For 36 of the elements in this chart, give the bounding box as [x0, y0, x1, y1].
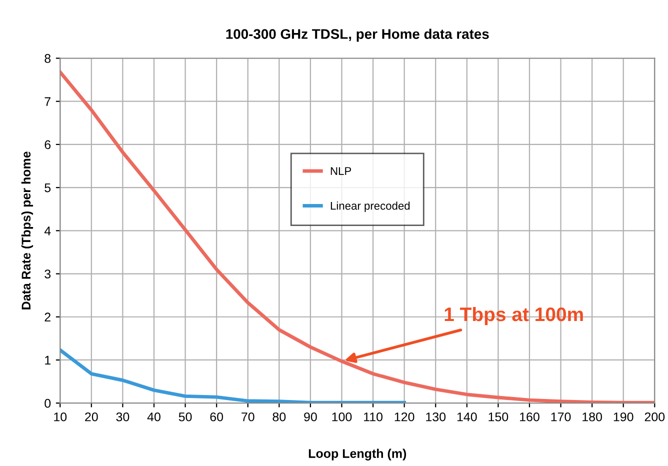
x-tick-label: 160	[520, 412, 540, 422]
x-tick-label: 200	[644, 412, 665, 422]
y-tick-label: 2	[44, 312, 50, 322]
x-tick-label: 30	[116, 412, 130, 422]
x-tick-label: 40	[147, 412, 160, 422]
x-axis-title: Loop Length (m)	[308, 448, 406, 460]
x-tick-label: 10	[54, 412, 67, 422]
y-tick-label: 5	[44, 183, 51, 192]
x-tick-label: 20	[85, 412, 98, 422]
legend-label: Linear precoded	[330, 202, 410, 212]
x-tick-label: 190	[614, 412, 634, 422]
y-tick-label: 4	[44, 226, 51, 236]
x-tick-label: 140	[457, 412, 477, 422]
x-tick-label: 90	[304, 412, 317, 422]
annotation: 1 Tbps at 100m	[444, 306, 583, 326]
x-tick-label: 70	[242, 412, 254, 422]
x-tick-label: 150	[488, 412, 508, 422]
x-tick-label: 80	[272, 412, 286, 422]
chart-title: 100-300 GHz TDSL, per Home data rates	[226, 28, 489, 42]
x-tick-label: 50	[178, 412, 192, 422]
x-tick-label: 110	[364, 412, 383, 422]
y-tick-label: 0	[44, 398, 51, 408]
x-tick-label: 180	[582, 412, 602, 422]
legend-label: NLP	[330, 167, 352, 175]
y-tick-label: 1	[45, 356, 50, 365]
x-tick-label: 170	[551, 412, 571, 422]
y-tick-label: 7	[44, 97, 50, 106]
line-series	[60, 348, 406, 404]
x-tick-label: 130	[426, 412, 446, 422]
y-tick-label: 8	[44, 54, 51, 63]
y-tick-label: 6	[44, 140, 51, 150]
x-tick-label: 120	[394, 412, 414, 422]
y-tick-label: 3	[44, 270, 51, 278]
x-tick-label: 60	[210, 412, 224, 422]
y-axis-title: Data Rate (Tbps) per home	[21, 152, 34, 310]
x-tick-label: 100	[332, 412, 352, 422]
